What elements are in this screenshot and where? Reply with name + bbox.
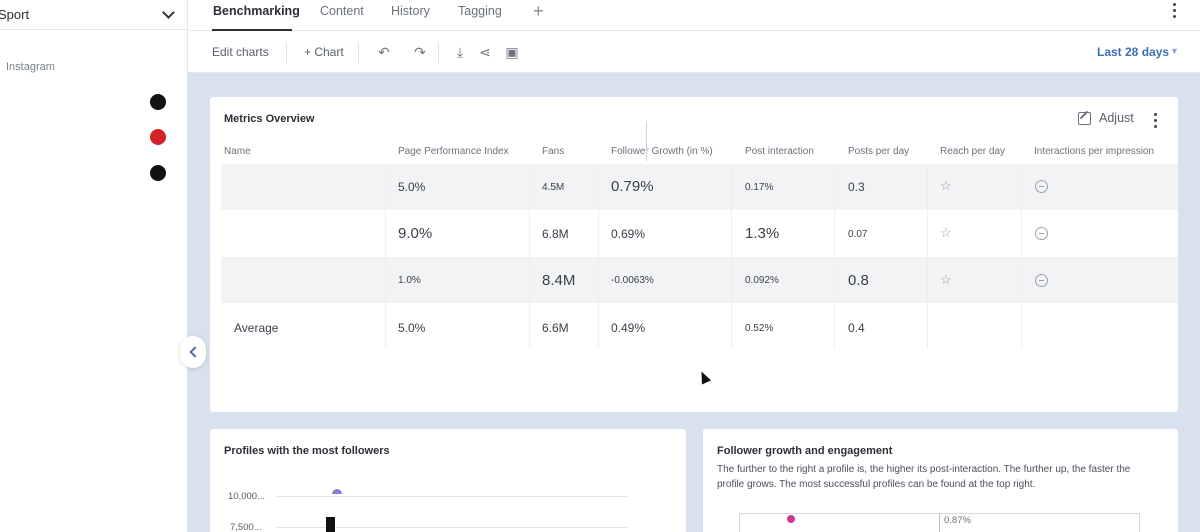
sidebar: Sport Instagram: [0, 0, 188, 532]
table-cell: 0.07: [848, 229, 868, 240]
card-menu-icon[interactable]: [1154, 113, 1157, 128]
table-row-name-cell: [221, 257, 352, 303]
metrics-overview-card: Metrics Overview Adjust Name Page Perfor…: [210, 97, 1178, 412]
midline-label: 0.87%: [944, 515, 971, 526]
profiles-most-followers-card: Profiles with the most followers 10,000.…: [210, 429, 686, 532]
table-cell: 0.79%: [611, 178, 654, 195]
column-header[interactable]: Reach per day: [940, 146, 1006, 157]
edit-icon: [1078, 111, 1091, 125]
star-icon[interactable]: ☆: [940, 178, 952, 193]
column-header[interactable]: Page Performance Index: [398, 146, 509, 157]
tab-tagging[interactable]: Tagging: [458, 4, 502, 18]
axis-midline: [939, 513, 940, 532]
table-cell: 0.52%: [745, 323, 774, 334]
table-cell: 9.0%: [398, 225, 433, 242]
table-cell: 0.092%: [745, 275, 779, 286]
gridline: [276, 527, 628, 528]
table-cell: 6.8M: [542, 227, 569, 241]
table-cell: 5.0%: [398, 180, 426, 194]
divider: [438, 43, 439, 63]
follower-growth-engagement-card: Follower growth and engagement The furth…: [703, 429, 1178, 532]
axis-line: [646, 121, 647, 161]
chart-marker: [332, 489, 342, 494]
table-cell: 0.4: [848, 321, 865, 335]
share-icon[interactable]: ⋖: [479, 44, 491, 60]
profile-color-dot[interactable]: [150, 165, 166, 181]
y-tick-label: 10,000...: [228, 491, 265, 502]
column-header[interactable]: Posts per day: [848, 146, 910, 157]
gridline: [276, 496, 628, 497]
chevron-left-icon: [188, 346, 201, 358]
column-header[interactable]: Post interaction: [745, 146, 814, 157]
card-title: Profiles with the most followers: [224, 445, 390, 457]
tab-benchmarking[interactable]: Benchmarking: [213, 4, 300, 18]
collapse-sidebar-button[interactable]: [180, 336, 206, 368]
dashboard-canvas: Metrics Overview Adjust Name Page Perfor…: [188, 73, 1200, 532]
divider: [358, 43, 359, 63]
active-tab-indicator: [212, 29, 292, 31]
column-header[interactable]: Fans: [542, 146, 565, 157]
tab-bar: Benchmarking Content History Tagging +: [188, 0, 1200, 31]
profile-group-label: Sport: [0, 7, 30, 22]
column-header[interactable]: Name: [224, 146, 251, 157]
redo-icon[interactable]: ↷: [414, 44, 426, 60]
present-icon[interactable]: ▣: [505, 44, 519, 60]
profile-color-dot[interactable]: [150, 94, 166, 110]
minus-circle-icon[interactable]: [1035, 274, 1048, 287]
chart-bar[interactable]: [326, 517, 335, 532]
card-description: The further to the right a profile is, t…: [717, 464, 1131, 490]
profile-group-select[interactable]: Sport: [0, 0, 187, 30]
add-chart-button[interactable]: + Chart: [304, 45, 344, 59]
table-cell: 0.69%: [611, 227, 646, 241]
download-icon[interactable]: ⤓: [456, 44, 464, 60]
star-icon[interactable]: ☆: [940, 272, 952, 287]
platform-label: Instagram: [6, 61, 55, 73]
minus-circle-icon[interactable]: [1035, 180, 1048, 193]
profile-color-dot[interactable]: [150, 129, 166, 145]
table-cell: 5.0%: [398, 321, 426, 335]
more-options-icon[interactable]: [1173, 3, 1176, 18]
table-cell: 0.17%: [745, 182, 774, 193]
card-title: Follower growth and engagement: [717, 445, 893, 457]
column-header[interactable]: Follower Growth (in %): [611, 146, 713, 157]
tab-content[interactable]: Content: [320, 4, 364, 18]
table-cell: -0.0063%: [611, 275, 654, 286]
star-icon[interactable]: ☆: [940, 225, 952, 240]
undo-icon[interactable]: ↶: [378, 44, 390, 60]
table-cell: 6.6M: [542, 321, 569, 335]
y-tick-label: 7,500...: [230, 522, 262, 532]
table-cell: 0.49%: [611, 321, 646, 335]
chart-marker[interactable]: [787, 515, 795, 523]
table-cell: 0.8: [848, 272, 869, 289]
column-header[interactable]: Interactions per impression: [1034, 146, 1155, 157]
table-cell: 1.0%: [398, 275, 421, 286]
adjust-button[interactable]: Adjust: [1078, 111, 1134, 125]
tab-history[interactable]: History: [391, 4, 430, 18]
table-cell: 0.3: [848, 180, 865, 194]
edit-charts-button[interactable]: Edit charts: [212, 45, 269, 59]
chevron-down-icon[interactable]: ▼: [1170, 46, 1179, 56]
card-title: Metrics Overview: [224, 113, 315, 125]
adjust-label: Adjust: [1099, 111, 1134, 125]
divider: [286, 43, 287, 63]
add-tab-icon[interactable]: +: [533, 1, 544, 21]
table-cell: 8.4M: [542, 272, 576, 289]
average-row-label: Average: [234, 321, 279, 335]
table-cell: 1.3%: [745, 225, 780, 242]
chevron-down-icon[interactable]: [162, 5, 175, 19]
toolbar: Edit charts + Chart ↶ ↷ ⤓ ⋖ ▣ Last 28 da…: [188, 31, 1200, 73]
table-cell: 4.5M: [542, 182, 565, 193]
table-row-name-cell: [221, 164, 352, 210]
date-range-select[interactable]: Last 28 days: [1097, 45, 1170, 59]
minus-circle-icon[interactable]: [1035, 227, 1048, 240]
